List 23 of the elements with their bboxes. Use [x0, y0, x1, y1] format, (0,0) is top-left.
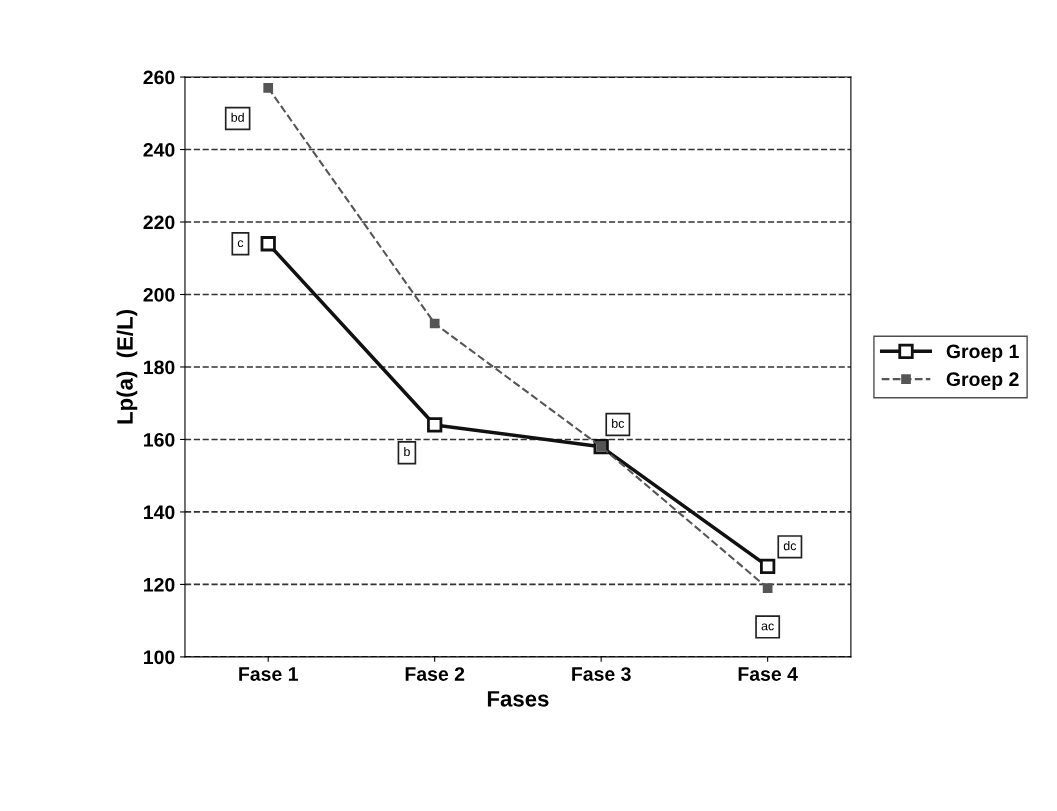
x-axis-title: Fases — [487, 691, 549, 707]
annotation: bd — [231, 112, 244, 122]
x-tick-label: Fase 3 — [572, 667, 631, 681]
x-tick-label: Fase 1 — [239, 667, 298, 681]
annotation: b — [404, 446, 410, 457]
y-tick-label: 180 — [144, 360, 175, 375]
annotation: c — [237, 240, 244, 248]
y-tick-label: 160 — [144, 432, 175, 447]
y-tick-label: 220 — [143, 215, 175, 230]
y-axis-title: Lp(a) (E/L) — [116, 310, 138, 424]
x-tick-label: Fase 4 — [738, 667, 798, 681]
x-tick-label: Fase 2 — [405, 667, 465, 681]
annotation: ac — [761, 623, 774, 631]
y-tick-label: 240 — [143, 143, 175, 157]
legend-label: Groep 1 — [946, 344, 1019, 363]
legend-label: Groep 2 — [946, 372, 1019, 390]
annotation: dc — [783, 541, 797, 551]
y-tick-label: 100 — [144, 650, 175, 665]
y-tick-label: 200 — [143, 287, 175, 302]
y-tick-label: 260 — [143, 70, 175, 85]
annotation: bc — [612, 418, 625, 428]
y-tick-label: 120 — [144, 577, 175, 592]
y-tick-label: 140 — [144, 505, 175, 520]
